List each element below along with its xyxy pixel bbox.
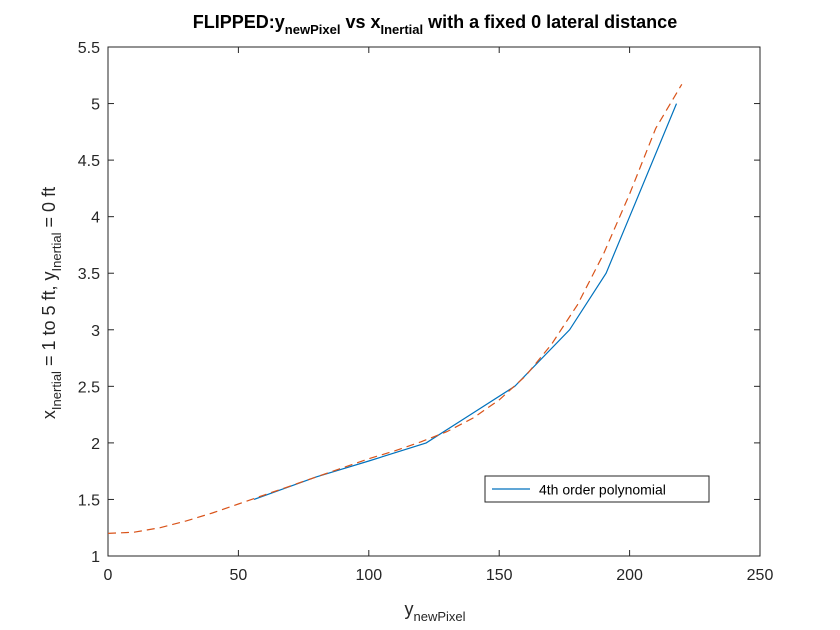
ylabel-p3: = 0 ft <box>39 187 59 233</box>
title-sub1: newPixel <box>285 22 341 37</box>
xlabel-sub: newPixel <box>413 609 465 624</box>
y-tick-label: 4.5 <box>78 153 100 170</box>
xlabel-main: y <box>404 599 413 619</box>
x-tick-label: 100 <box>355 567 382 584</box>
y-tick-label: 1.5 <box>78 492 100 509</box>
legend: 4th order polynomial <box>484 475 710 503</box>
series-layer <box>107 83 683 534</box>
y-tick-label: 1 <box>91 549 100 566</box>
chart-title: FLIPPED:ynewPixel vs xInertial with a fi… <box>193 12 677 37</box>
title-suffix: with a fixed 0 lateral distance <box>423 12 677 32</box>
y-tick-label: 3 <box>91 323 100 340</box>
ylabel-p2: = 1 to 5 ft, y <box>39 271 59 371</box>
legend-label: 4th order polynomial <box>539 482 666 498</box>
y-tick-label: 5.5 <box>78 40 100 57</box>
ylabel-p1: x <box>39 410 59 419</box>
y-tick-label: 2 <box>91 436 100 453</box>
x-axis-label: ynewPixel <box>404 599 465 624</box>
y-axis-label: xInertial = 1 to 5 ft, yInertial = 0 ft <box>39 187 64 419</box>
ylabel-s1: Inertial <box>49 371 64 410</box>
ylabel-s2: Inertial <box>49 232 64 271</box>
x-tick-label: 0 <box>104 567 113 584</box>
title-mid: vs x <box>340 12 380 32</box>
series-line-polynomial <box>253 103 678 500</box>
plot-frame <box>107 46 761 557</box>
x-tick-label: 250 <box>747 567 774 584</box>
x-axis: 0 50 100 150 200 250 <box>104 47 774 584</box>
title-prefix: FLIPPED:y <box>193 12 285 32</box>
series-line-dashed-fit <box>107 83 683 534</box>
title-sub2: Inertial <box>380 22 423 37</box>
x-tick-label: 200 <box>616 567 643 584</box>
x-tick-label: 150 <box>486 567 513 584</box>
plot-area <box>107 46 761 557</box>
y-tick-label: 5 <box>91 97 100 114</box>
y-tick-label: 4 <box>91 210 100 227</box>
x-tick-label: 50 <box>230 567 248 584</box>
y-axis: 1 1.5 2 2.5 3 3.5 4 4.5 5 5.5 <box>78 40 760 566</box>
y-tick-label: 2.5 <box>78 379 100 396</box>
y-tick-label: 3.5 <box>78 266 100 283</box>
